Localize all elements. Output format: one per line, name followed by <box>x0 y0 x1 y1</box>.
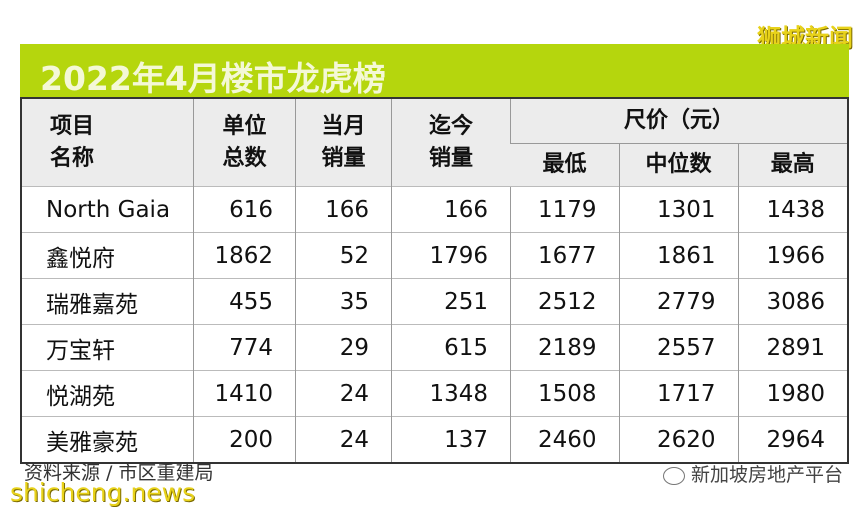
cell-value: 200 <box>193 416 296 463</box>
watermark-right-text: 新加坡房地产平台 <box>690 464 843 486</box>
table-row: 万宝轩 774 29 615 2189 2557 2891 <box>21 324 848 371</box>
cell-value: 1966 <box>737 232 848 279</box>
cell-value: 1717 <box>618 370 738 417</box>
cell-value: 2779 <box>618 278 738 325</box>
cell-value: 1410 <box>193 370 296 417</box>
wechat-icon <box>662 466 685 485</box>
table-row: 美雅豪苑 200 24 137 2460 2620 2964 <box>21 416 848 463</box>
cell-value: 1301 <box>618 186 738 233</box>
cell-value: 1508 <box>510 370 619 417</box>
cell-value: 2557 <box>618 324 738 371</box>
header-low: 最低 <box>510 143 619 187</box>
watermark-right: 新加坡房地产平台 <box>662 460 843 487</box>
cell-value: 29 <box>295 324 392 371</box>
cell-value: 137 <box>391 416 511 463</box>
source-note: 资料来源 / 市区重建局 <box>24 462 214 484</box>
cell-value: 616 <box>193 186 296 233</box>
cell-value: 1796 <box>391 232 511 279</box>
header-high: 最高 <box>737 143 848 187</box>
header-units: 单位 总数 <box>193 98 296 187</box>
cell-value: 2620 <box>618 416 738 463</box>
table-row: North Gaia 616 166 166 1179 1301 1438 <box>21 186 848 233</box>
project-name: 瑞雅嘉苑 <box>21 278 194 325</box>
table-title: 2022年4月楼市龙虎榜 <box>40 59 386 98</box>
header-median: 中位数 <box>618 143 738 187</box>
cell-value: 1862 <box>193 232 296 279</box>
cell-value: 615 <box>391 324 511 371</box>
header-price: 尺价（元） <box>510 98 848 144</box>
header-month-sales: 当月 销量 <box>295 98 392 187</box>
cell-value: 24 <box>295 416 392 463</box>
table-row: 鑫悦府 1862 52 1796 1677 1861 1966 <box>21 232 848 279</box>
cell-value: 251 <box>391 278 511 325</box>
cell-value: 2460 <box>510 416 619 463</box>
project-name: 悦湖苑 <box>21 370 194 417</box>
cell-value: 166 <box>295 186 392 233</box>
cell-value: 3086 <box>737 278 848 325</box>
project-name: 美雅豪苑 <box>21 416 194 463</box>
title-banner: 2022年4月楼市龙虎榜 <box>20 44 849 98</box>
table-row: 瑞雅嘉苑 455 35 251 2512 2779 3086 <box>21 278 848 325</box>
sales-table: 项目 名称 单位 总数 当月 销量 迄今 销量 尺价（元） 最低 中位数 最高 … <box>20 97 849 464</box>
cell-value: 1179 <box>510 186 619 233</box>
table-row: 悦湖苑 1410 24 1348 1508 1717 1980 <box>21 370 848 417</box>
cell-value: 1677 <box>510 232 619 279</box>
header-name: 项目 名称 <box>21 98 194 187</box>
cell-value: 2512 <box>510 278 619 325</box>
project-name: North Gaia <box>21 186 194 233</box>
cell-value: 1438 <box>737 186 848 233</box>
cell-value: 24 <box>295 370 392 417</box>
cell-value: 1980 <box>737 370 848 417</box>
cell-value: 774 <box>193 324 296 371</box>
cell-value: 2891 <box>737 324 848 371</box>
cell-value: 166 <box>391 186 511 233</box>
cell-value: 1861 <box>618 232 738 279</box>
cell-value: 2189 <box>510 324 619 371</box>
project-name: 鑫悦府 <box>21 232 194 279</box>
project-name: 万宝轩 <box>21 324 194 371</box>
cell-value: 1348 <box>391 370 511 417</box>
cell-value: 2964 <box>737 416 848 463</box>
watermark-bottom: shicheng.news <box>10 478 196 507</box>
cell-value: 455 <box>193 278 296 325</box>
cell-value: 35 <box>295 278 392 325</box>
header-todate-sales: 迄今 销量 <box>391 98 511 187</box>
cell-value: 52 <box>295 232 392 279</box>
